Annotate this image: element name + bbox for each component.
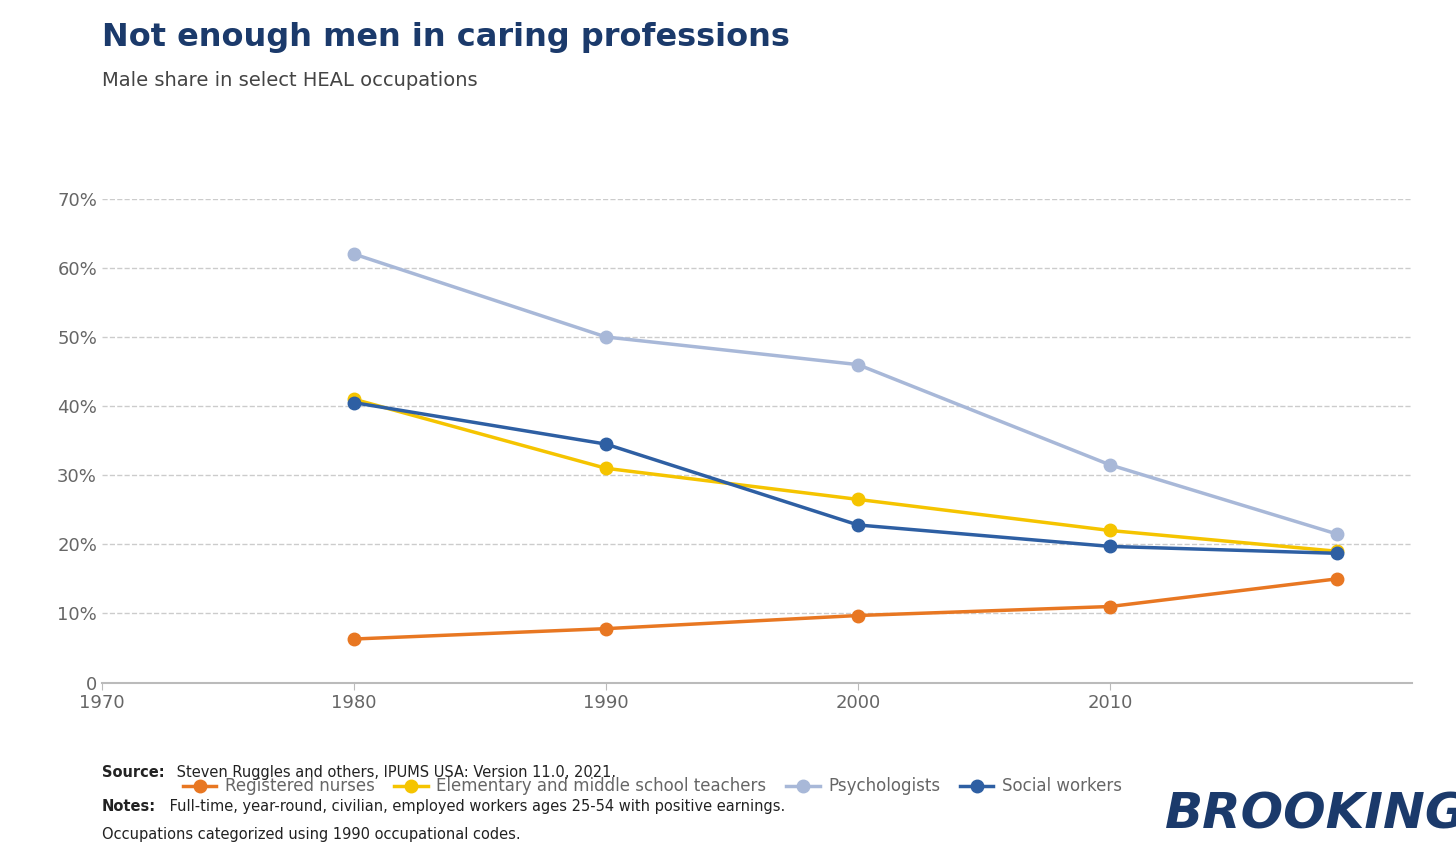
Registered nurses <box>345 634 363 645</box>
Social workers <box>345 397 363 408</box>
Legend: Registered nurses, Elementary and middle school teachers, Psychologists, Social : Registered nurses, Elementary and middle… <box>176 771 1128 802</box>
Psychologists <box>849 359 866 370</box>
Text: Steven Ruggles and others, IPUMS USA: Version 11.0, 2021.: Steven Ruggles and others, IPUMS USA: Ve… <box>172 765 616 779</box>
Elementary and middle school teachers <box>1101 525 1118 536</box>
Line: Registered nurses: Registered nurses <box>348 573 1342 645</box>
Social workers <box>1328 548 1345 558</box>
Social workers <box>849 520 866 530</box>
Registered nurses <box>597 624 614 634</box>
Social workers <box>1101 541 1118 551</box>
Text: BROOKINGS: BROOKINGS <box>1165 791 1456 839</box>
Registered nurses <box>849 610 866 620</box>
Registered nurses <box>1101 601 1118 612</box>
Elementary and middle school teachers <box>345 394 363 404</box>
Psychologists <box>597 332 614 342</box>
Text: Source:: Source: <box>102 765 165 779</box>
Text: Notes:: Notes: <box>102 799 156 814</box>
Line: Elementary and middle school teachers: Elementary and middle school teachers <box>348 393 1342 557</box>
Line: Social workers: Social workers <box>348 397 1342 560</box>
Psychologists <box>345 249 363 259</box>
Registered nurses <box>1328 574 1345 584</box>
Psychologists <box>1328 529 1345 539</box>
Text: Not enough men in caring professions: Not enough men in caring professions <box>102 22 789 53</box>
Line: Psychologists: Psychologists <box>348 248 1342 540</box>
Text: Male share in select HEAL occupations: Male share in select HEAL occupations <box>102 71 478 90</box>
Elementary and middle school teachers <box>597 463 614 473</box>
Social workers <box>597 439 614 449</box>
Elementary and middle school teachers <box>849 494 866 505</box>
Psychologists <box>1101 460 1118 470</box>
Text: Full-time, year-round, civilian, employed workers ages 25-54 with positive earni: Full-time, year-round, civilian, employe… <box>165 799 785 814</box>
Elementary and middle school teachers <box>1328 546 1345 556</box>
Text: Occupations categorized using 1990 occupational codes.: Occupations categorized using 1990 occup… <box>102 827 521 842</box>
